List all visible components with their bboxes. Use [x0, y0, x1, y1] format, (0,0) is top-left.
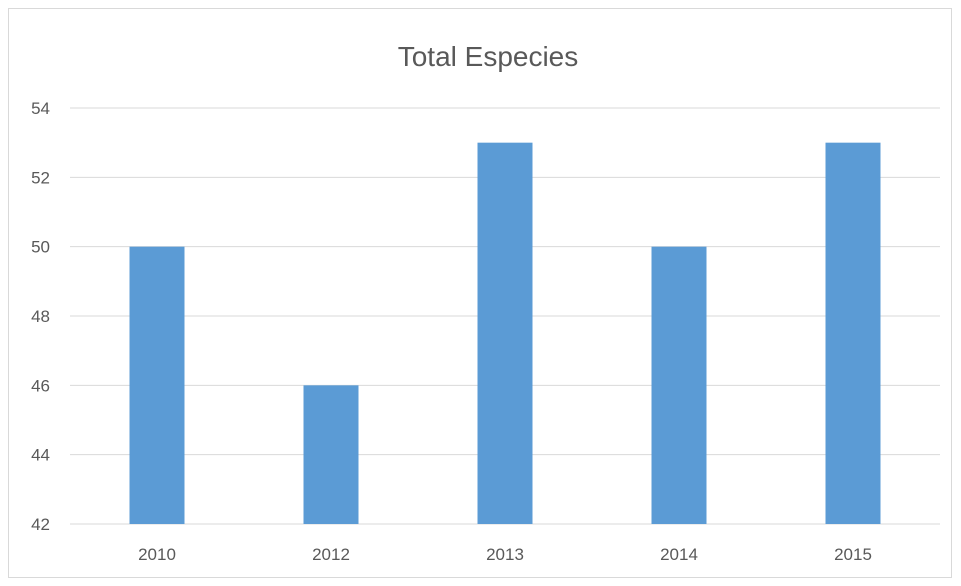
y-tick-label: 46	[31, 376, 50, 395]
x-tick-label: 2015	[834, 545, 872, 564]
y-tick-label: 50	[31, 238, 50, 257]
x-axis-ticks: 2010 2012 2013 2014 2015	[138, 545, 872, 564]
bar-2012	[303, 385, 359, 524]
y-tick-label: 42	[31, 515, 50, 534]
bar-2014	[651, 246, 707, 524]
x-tick-label: 2014	[660, 545, 698, 564]
bars	[129, 142, 881, 524]
x-tick-label: 2010	[138, 545, 176, 564]
bar-2015	[825, 142, 881, 524]
y-axis-ticks: 42 44 46 48 50 52 54	[31, 99, 50, 534]
y-tick-label: 48	[31, 307, 50, 326]
bar-2013	[477, 142, 533, 524]
x-tick-label: 2013	[486, 545, 524, 564]
y-tick-label: 44	[31, 446, 50, 465]
y-tick-label: 52	[31, 168, 50, 187]
bar-2010	[129, 246, 185, 524]
y-tick-label: 54	[31, 99, 50, 118]
x-tick-label: 2012	[312, 545, 350, 564]
chart-title: Total Especies	[398, 41, 579, 72]
